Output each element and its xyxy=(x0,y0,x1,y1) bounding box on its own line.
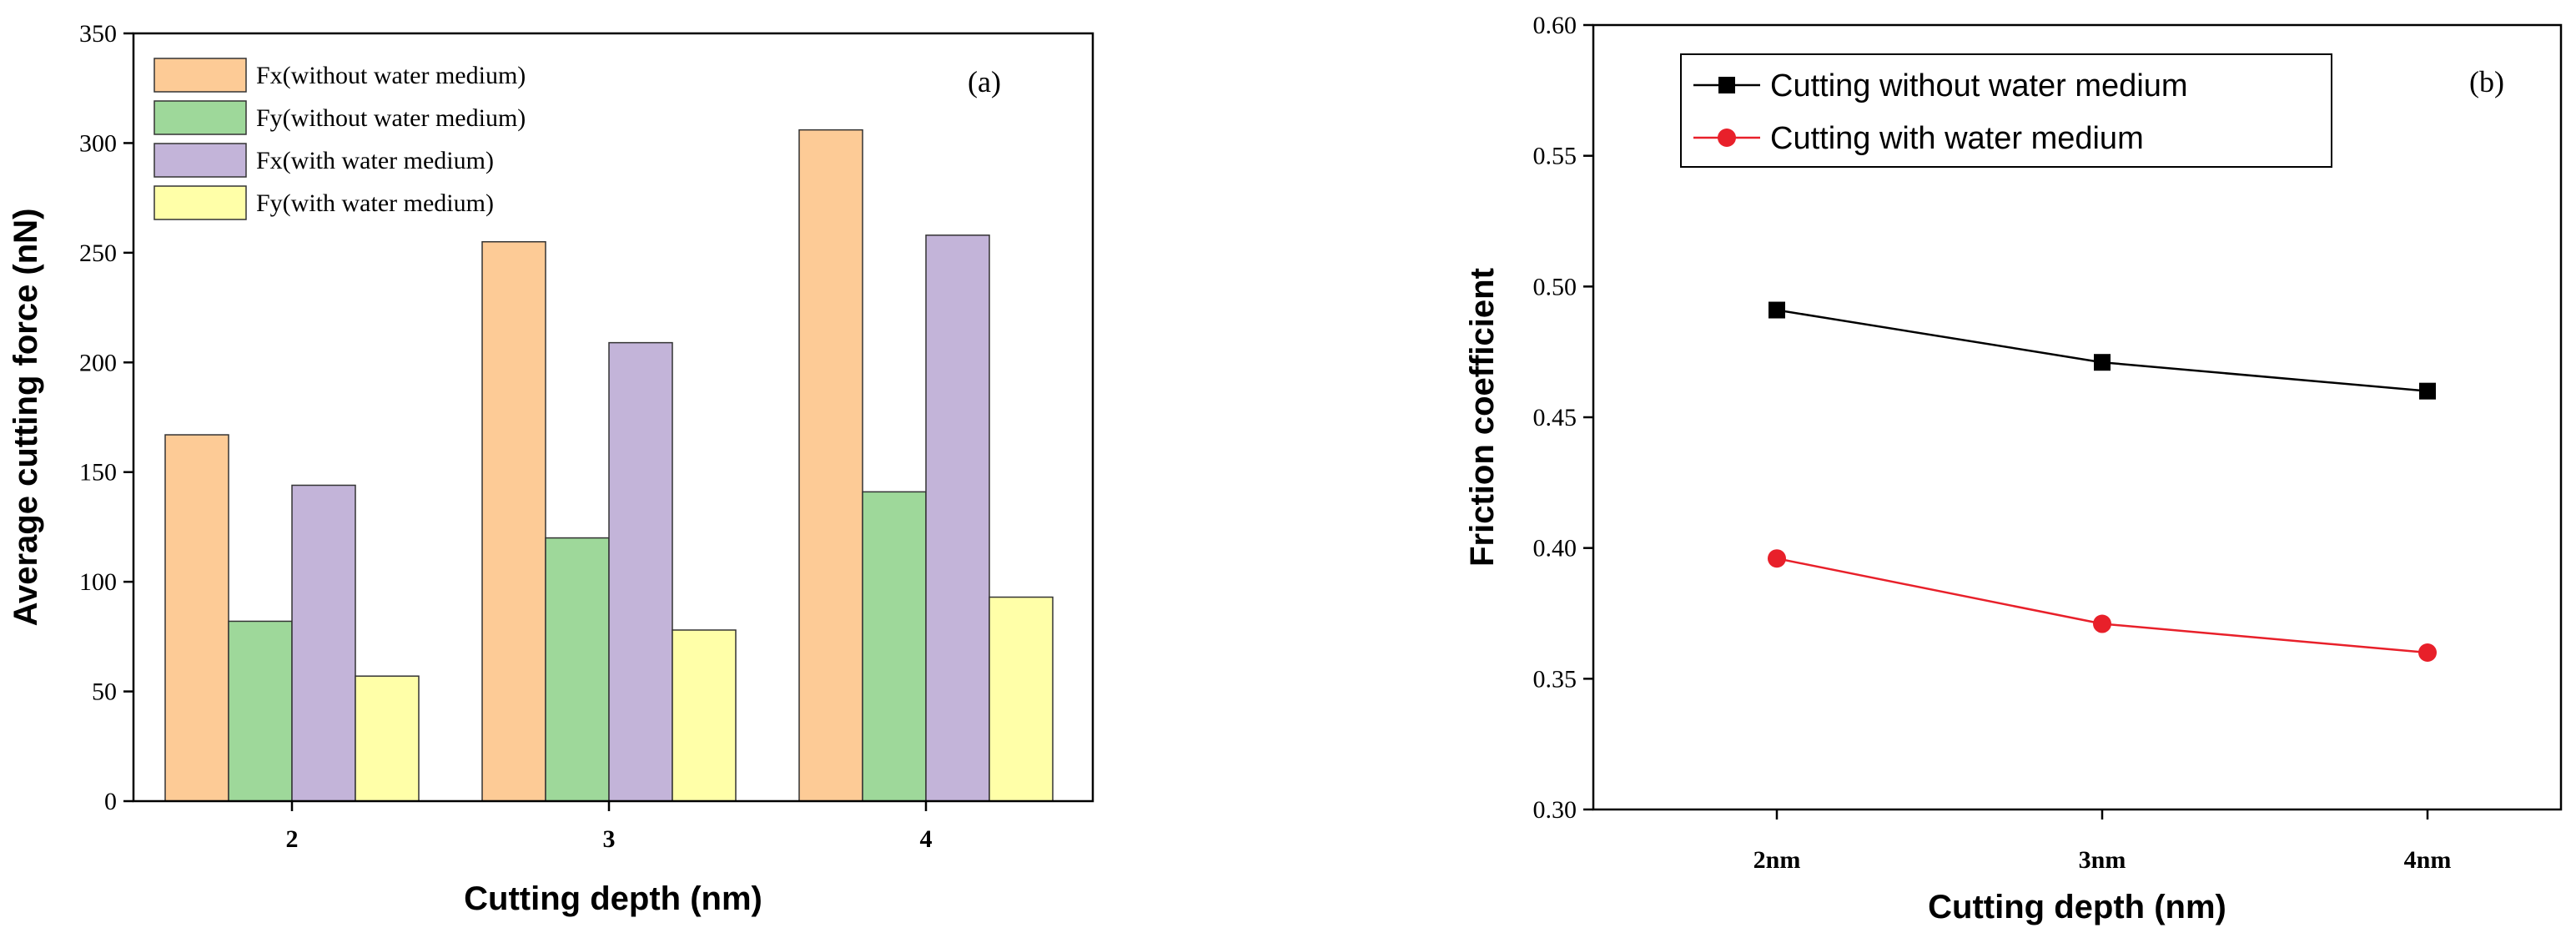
y-tick-label: 250 xyxy=(79,240,117,267)
x-tick-label: 4 xyxy=(920,825,933,853)
y-tick-label: 100 xyxy=(79,568,117,596)
data-point xyxy=(1768,301,1785,319)
x-axis-ticks: 2 3 4 xyxy=(286,801,933,853)
data-point xyxy=(1768,549,1786,568)
legend-label: Fx(without water medium) xyxy=(256,62,526,89)
bar xyxy=(798,129,863,802)
x-tick-label: 3 xyxy=(603,825,616,853)
legend: Fx(without water medium) Fy(without water… xyxy=(153,58,526,220)
series-line xyxy=(1776,309,2428,392)
y-tick-label: 150 xyxy=(79,459,117,487)
x-axis-title: Cutting depth (nm) xyxy=(464,880,762,917)
data-point xyxy=(2094,354,2111,371)
y-tick-label: 0 xyxy=(104,788,117,815)
y-tick-label: 300 xyxy=(79,129,117,157)
y-axis-title: Average cutting force (nN) xyxy=(8,209,44,627)
plot-frame xyxy=(132,32,1094,803)
bar xyxy=(355,675,420,802)
x-axis-ticks: 2nm 3nm 4nm xyxy=(1753,809,2452,874)
panel-label: (b) xyxy=(2469,65,2504,98)
bar xyxy=(228,620,293,802)
x-axis-title: Cutting depth (nm) xyxy=(1928,889,2226,925)
y-tick-label: 200 xyxy=(79,349,117,376)
bar-series-group xyxy=(164,129,1054,802)
legend-box xyxy=(1680,53,2332,168)
legend-label: Cutting with water medium xyxy=(1770,121,2144,156)
data-point xyxy=(2093,614,2111,633)
legend-swatch xyxy=(153,143,247,178)
legend-label: Fy(without water medium) xyxy=(256,104,526,132)
legend-marker xyxy=(1718,77,1735,93)
legend-swatch xyxy=(153,185,247,220)
line-chart-panel-b: 0.30 0.35 0.40 0.45 0.50 0.55 0.60 2nm 3nm 4nm C… xyxy=(1464,12,2563,925)
legend: Cutting without water medium Cutting with… xyxy=(1680,53,2332,168)
legend-label: Fy(with water medium) xyxy=(256,189,494,217)
legend-label: Cutting without water medium xyxy=(1770,68,2188,103)
legend-swatch xyxy=(153,58,247,93)
y-tick-label: 50 xyxy=(92,678,117,706)
y-axis-ticks: 0.30 0.35 0.40 0.45 0.50 0.55 0.60 xyxy=(1533,12,1593,824)
y-axis-ticks: 0 50 100 150 200 250 300 350 xyxy=(79,20,133,815)
bar xyxy=(862,491,927,802)
x-tick-label: 2nm xyxy=(1753,846,1801,874)
data-point xyxy=(2418,643,2437,662)
bar xyxy=(672,629,737,802)
bar xyxy=(291,484,356,802)
y-tick-label: 0.30 xyxy=(1533,796,1577,824)
bar xyxy=(164,434,229,802)
y-axis-title: Friction coefficient xyxy=(1464,268,1501,567)
bar-chart-panel-a: 0 50 100 150 200 250 300 350 2 3 4 Cutting depth … xyxy=(8,20,1094,917)
x-tick-label: 3nm xyxy=(2079,846,2126,874)
legend-marker xyxy=(1718,129,1736,147)
x-tick-label: 4nm xyxy=(2404,846,2452,874)
bar xyxy=(481,240,546,802)
legend-label: Fx(with water medium) xyxy=(256,147,494,174)
bar xyxy=(608,341,673,802)
y-tick-label: 0.45 xyxy=(1533,404,1577,431)
y-tick-label: 350 xyxy=(79,20,117,48)
y-tick-label: 0.55 xyxy=(1533,143,1577,170)
data-point xyxy=(2419,382,2436,400)
y-tick-label: 0.40 xyxy=(1533,535,1577,562)
y-tick-label: 0.50 xyxy=(1533,273,1577,300)
series-line xyxy=(1776,557,2428,654)
x-tick-label: 2 xyxy=(286,825,299,853)
bar xyxy=(989,596,1054,802)
y-tick-label: 0.60 xyxy=(1533,12,1577,39)
bar xyxy=(925,234,990,802)
y-tick-label: 0.35 xyxy=(1533,665,1577,693)
bar xyxy=(545,537,610,802)
line-series-group xyxy=(1768,301,2437,662)
legend-swatch xyxy=(153,100,247,135)
panel-label: (a) xyxy=(968,65,1001,98)
